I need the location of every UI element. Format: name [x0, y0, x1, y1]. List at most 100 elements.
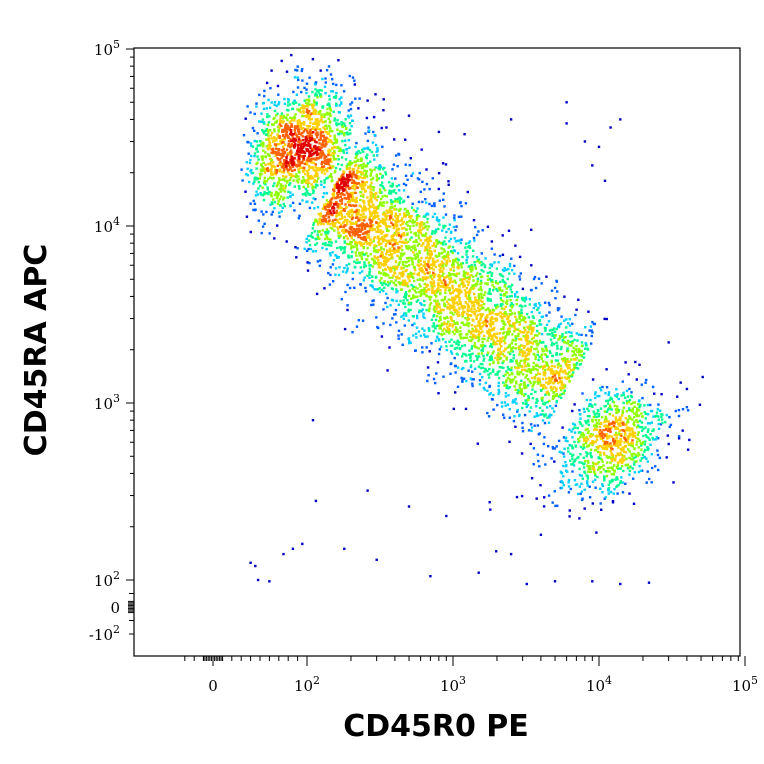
event-dot — [574, 483, 577, 487]
event-dot — [460, 282, 463, 286]
event-dot — [417, 215, 421, 218]
event-dot — [491, 278, 494, 282]
event-dot — [516, 370, 519, 373]
event-dot — [574, 458, 577, 461]
event-dot — [477, 230, 480, 233]
event-dot — [334, 96, 338, 99]
event-dot — [581, 392, 584, 395]
event-dot — [610, 452, 613, 455]
event-dot — [558, 335, 562, 338]
event-dot — [263, 191, 266, 194]
event-dot — [613, 464, 616, 467]
event-dot — [584, 436, 587, 440]
event-dot — [459, 301, 462, 304]
event-dot — [445, 230, 448, 234]
event-dot — [480, 269, 483, 272]
event-dot — [615, 476, 618, 479]
event-dot — [545, 275, 548, 278]
event-dot — [432, 280, 435, 283]
event-dot — [426, 284, 430, 287]
event-dot — [365, 175, 369, 178]
event-dot — [568, 371, 571, 374]
event-dot — [265, 81, 269, 85]
event-dot — [315, 179, 318, 183]
event-dot — [635, 378, 638, 381]
event-dot — [374, 209, 377, 213]
event-dot — [579, 435, 582, 439]
event-dot — [411, 323, 414, 327]
event-dot — [335, 122, 338, 125]
event-dot — [544, 353, 547, 357]
event-dot — [439, 318, 442, 321]
event-dot — [487, 376, 491, 379]
event-dot — [400, 245, 403, 248]
event-dot — [438, 270, 442, 273]
event-dot — [320, 171, 324, 174]
event-dot — [405, 222, 408, 225]
event-dot — [402, 302, 405, 305]
event-dot — [338, 231, 341, 235]
event-dot — [456, 321, 459, 324]
event-dot — [645, 378, 648, 382]
event-dot — [340, 210, 343, 213]
event-dot — [518, 314, 522, 317]
event-dot — [524, 337, 527, 340]
event-dot — [499, 304, 502, 307]
event-dot — [628, 492, 631, 495]
event-dot — [644, 448, 647, 452]
event-dot — [474, 327, 478, 330]
event-dot — [624, 451, 628, 454]
event-dot — [376, 154, 379, 157]
event-dot — [539, 355, 543, 359]
event-dot — [490, 328, 493, 332]
event-dot — [601, 483, 604, 486]
event-dot — [405, 283, 408, 287]
event-dot — [375, 205, 378, 209]
event-dot — [562, 464, 565, 468]
event-dot — [414, 248, 417, 252]
event-dot — [338, 221, 341, 225]
event-dot — [441, 243, 445, 246]
event-dot — [625, 440, 629, 444]
event-dot — [607, 483, 610, 487]
event-dot — [370, 150, 374, 154]
event-dot — [499, 280, 502, 284]
event-dot — [555, 327, 558, 331]
event-dot — [591, 405, 594, 408]
event-dot — [468, 322, 471, 325]
event-dot — [478, 379, 482, 382]
event-dot — [366, 254, 370, 258]
event-dot — [498, 349, 501, 352]
event-dot — [296, 108, 299, 111]
event-dot — [423, 215, 427, 218]
event-dot — [351, 186, 354, 190]
event-dot — [606, 469, 610, 473]
event-dot — [419, 231, 423, 235]
event-dot — [562, 383, 565, 386]
event-dot — [591, 378, 595, 381]
event-dot — [571, 409, 574, 413]
event-dot — [324, 241, 327, 245]
event-dot — [686, 409, 690, 412]
event-dot — [525, 333, 528, 337]
event-dot — [356, 169, 359, 172]
event-dot — [504, 282, 507, 285]
event-dot — [355, 154, 358, 158]
event-dot — [632, 412, 636, 415]
event-dot — [363, 181, 366, 184]
event-dot — [305, 249, 309, 252]
event-dot — [525, 348, 529, 352]
event-dot — [504, 348, 507, 351]
event-dot — [560, 384, 563, 387]
event-dot — [537, 379, 540, 382]
event-dot — [542, 505, 546, 508]
event-dot — [332, 82, 335, 86]
event-dot — [399, 255, 403, 258]
event-dot — [331, 221, 334, 225]
event-dot — [551, 377, 554, 380]
event-dot — [632, 422, 635, 425]
event-dot — [560, 345, 563, 349]
event-dot — [556, 347, 559, 350]
event-dot — [277, 128, 280, 131]
event-dot — [299, 166, 302, 169]
